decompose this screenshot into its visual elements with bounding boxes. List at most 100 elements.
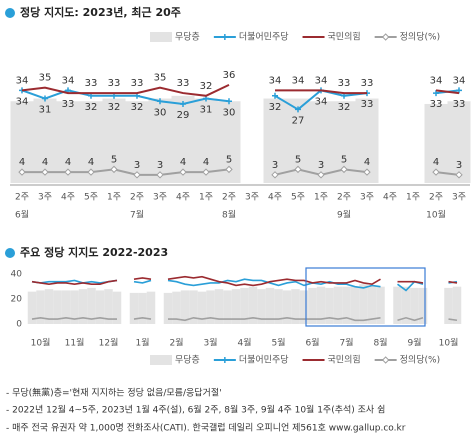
- data-label: 3: [318, 160, 324, 171]
- area-column: [248, 286, 258, 324]
- point-marker: [87, 168, 95, 176]
- data-label: 32: [338, 102, 351, 113]
- point-marker: [157, 98, 163, 105]
- area-column: [223, 290, 232, 324]
- x-tick-label: 4주: [383, 192, 397, 203]
- area-column: [274, 289, 283, 324]
- data-label: 33: [108, 78, 121, 89]
- area-column: [112, 291, 122, 324]
- series-line: [31, 278, 458, 292]
- point-marker: [133, 171, 141, 179]
- note: - 2022년 12월 4~5주, 2023년 1월 4주(설), 6월 2주,…: [6, 404, 385, 416]
- data-label: 34: [16, 96, 29, 107]
- data-label: 4: [180, 157, 186, 168]
- data-label: 5: [226, 154, 232, 165]
- area-column: [10, 101, 34, 183]
- x-tick-label: 2주: [337, 192, 351, 203]
- area-column: [171, 95, 195, 183]
- data-label: 34: [62, 75, 75, 86]
- area-column: [291, 289, 300, 324]
- month-label: 6월: [305, 337, 319, 349]
- area-column: [27, 291, 37, 324]
- month-label: 10월: [426, 209, 446, 221]
- month-label: 2월: [169, 337, 183, 349]
- chart-title: 주요 정당 지지도 2022-2023: [20, 245, 168, 259]
- area-column: [367, 285, 377, 324]
- point-marker: [41, 168, 49, 176]
- chart-title: 정당 지지도: 2023년, 최근 20주: [20, 5, 181, 19]
- data-label: 33: [361, 78, 374, 89]
- data-label: 31: [39, 105, 52, 116]
- legend-swatch: [150, 355, 172, 365]
- area-column: [424, 103, 448, 183]
- legend-swatch: [150, 32, 172, 42]
- area-column: [355, 98, 379, 183]
- data-label: 3: [157, 160, 163, 171]
- area-column: [87, 287, 96, 324]
- month-label: 8월: [373, 337, 387, 349]
- area-column: [393, 286, 402, 324]
- x-tick-label: 4주: [176, 192, 190, 203]
- data-label: 5: [341, 154, 347, 165]
- area-column: [359, 284, 368, 324]
- point-marker: [271, 171, 279, 179]
- area-column: [214, 289, 224, 324]
- x-tick-label: 3주: [38, 192, 52, 203]
- area-column: [36, 290, 45, 324]
- data-label: 33: [338, 78, 351, 89]
- data-label: 33: [177, 78, 190, 89]
- point-marker: [272, 92, 278, 99]
- x-tick-label: 3주: [153, 192, 167, 203]
- data-label: 4: [19, 157, 25, 168]
- data-label: 3: [272, 160, 278, 171]
- point-marker: [317, 171, 325, 179]
- point-marker: [225, 165, 233, 174]
- x-tick-label: 2주: [429, 192, 443, 203]
- area-column: [376, 286, 385, 324]
- data-label: 5: [111, 154, 117, 165]
- note: - 매주 전국 유권자 약 1,000명 전화조사(CATI). 한국갤럽 데일…: [6, 422, 406, 434]
- legend-marker: [221, 34, 228, 40]
- data-label: 34: [269, 75, 282, 86]
- area-column: [217, 101, 241, 183]
- legend-marker: [381, 33, 390, 41]
- data-label: 30: [223, 107, 236, 118]
- month-label: 1월: [135, 337, 149, 349]
- area-column: [129, 292, 139, 324]
- area-column: [265, 287, 275, 324]
- point-marker: [202, 168, 210, 176]
- area-column: [79, 101, 103, 183]
- area-column: [206, 290, 215, 324]
- x-tick-label: 5주: [291, 192, 305, 203]
- data-label: 29: [177, 110, 190, 121]
- month-label: 7월: [339, 337, 353, 349]
- legend-label: 정의당: [400, 32, 425, 43]
- data-label: 32: [108, 102, 121, 113]
- y-tick-label: 20: [11, 295, 23, 305]
- area-column: [308, 287, 317, 324]
- data-label: 35: [154, 73, 167, 84]
- area-column: [125, 101, 149, 183]
- data-label: 34: [16, 75, 29, 86]
- area-column: [350, 286, 360, 324]
- y-tick-label: 0: [16, 320, 22, 330]
- data-label: 34: [453, 75, 466, 86]
- area-column: [452, 286, 462, 324]
- data-label: 27: [292, 115, 305, 126]
- point-marker: [432, 168, 440, 176]
- area-column: [44, 289, 54, 324]
- point-marker: [226, 98, 232, 105]
- area-column: [410, 287, 419, 324]
- month-label: 11월: [65, 337, 85, 349]
- point-marker: [295, 106, 301, 113]
- title-bullet: [5, 8, 15, 18]
- x-tick-label: 3주: [452, 192, 466, 203]
- month-label: 9월: [407, 337, 421, 349]
- area-column: [148, 98, 172, 183]
- series-line: [31, 316, 458, 322]
- area-column: [342, 286, 351, 324]
- area-column: [240, 287, 249, 324]
- area-column: [333, 286, 343, 324]
- area-column: [447, 101, 471, 183]
- x-tick-label: 1주: [314, 192, 328, 203]
